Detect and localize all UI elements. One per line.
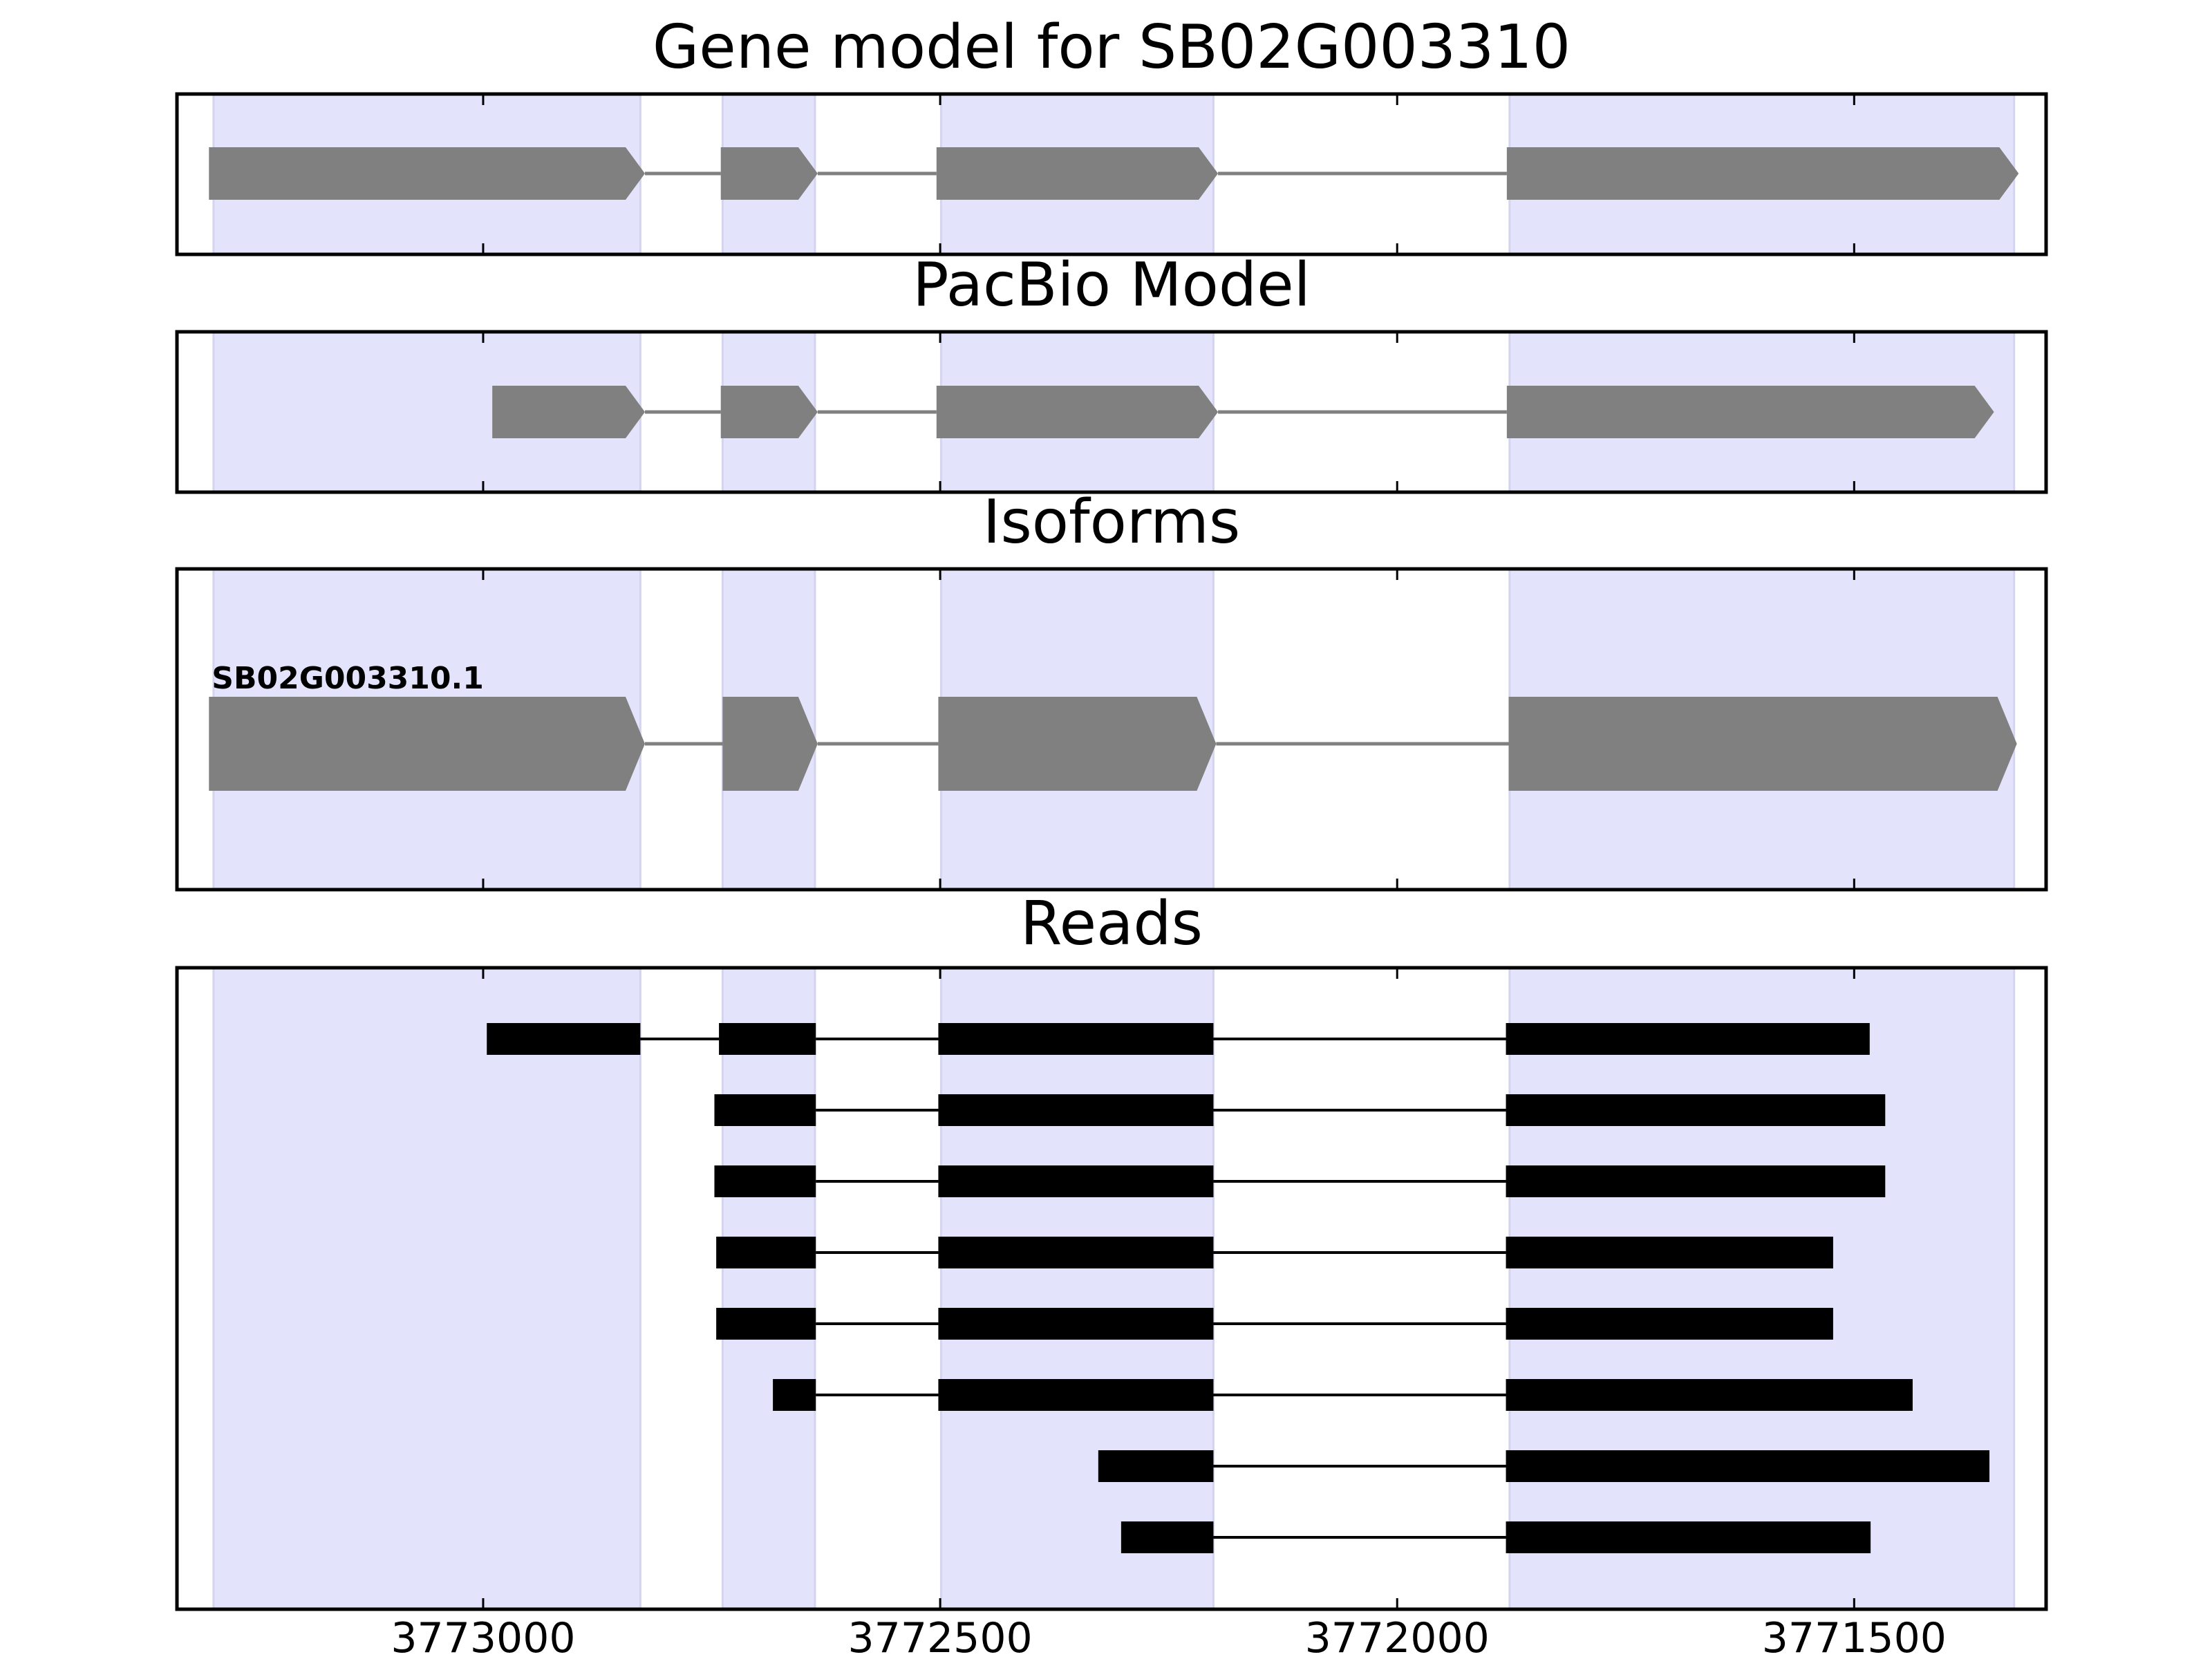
exon-region-band [939,966,1215,1611]
read-3 [714,1165,1886,1197]
exon-arrow [209,697,645,791]
read-block [938,1379,1214,1411]
read-block [1121,1521,1214,1553]
isoform-label: SB02G003310.1 [212,661,484,696]
exon-arrow [1508,697,2017,791]
read-2 [714,1094,1886,1126]
exon-arrow [492,386,645,438]
read-block [714,1165,816,1197]
read-8 [1121,1521,1871,1553]
exon-arrow [936,147,1219,200]
read-block [1098,1450,1214,1482]
read-block [487,1023,641,1055]
read-block [938,1165,1214,1197]
exon-arrow [720,147,818,200]
exon-arrow [209,147,645,200]
panel-title: Isoforms [983,487,1240,557]
exon-region-band [212,966,641,1611]
panel-frame [175,966,2048,1611]
x-tick-label: 3772500 [847,1614,1032,1659]
panel-pacbio: PacBio Model [175,250,2048,494]
read-block [1506,1308,1833,1340]
read-5 [716,1308,1833,1340]
read-block [719,1023,816,1055]
exon-arrow [936,386,1219,438]
read-block [1506,1237,1833,1268]
read-block [1506,1165,1886,1197]
read-block [1506,1379,1913,1411]
exon-region-band [721,966,816,1611]
panel-reads: Reads 3773000 3772500 3772000 3771500 [175,888,2048,1659]
x-tick-label: 3772000 [1305,1614,1490,1659]
panel-title: Gene model for SB02G003310 [653,12,1571,82]
panel-title: PacBio Model [912,250,1311,320]
exon-arrow [1506,386,1994,438]
exon-arrow [938,697,1217,791]
panel-title: Reads [1020,888,1203,959]
panel-frame [175,330,2048,494]
exon-arrow [722,697,818,791]
read-7 [1098,1450,1990,1482]
read-4 [716,1237,1833,1268]
read-block [716,1308,816,1340]
panel-isoforms: Isoforms SB02G003310.1 [175,487,2048,892]
read-block [938,1308,1214,1340]
read-block [1506,1450,1990,1482]
read-1 [487,1023,1870,1055]
read-block [1506,1521,1871,1553]
exon-region-band [1508,966,2016,1611]
read-block [938,1237,1214,1268]
read-block [1506,1023,1870,1055]
exon-arrow [720,386,818,438]
panel-gene_model: Gene model for SB02G003310 [175,12,2048,256]
read-block [714,1094,816,1126]
x-tick-label: 3771500 [1762,1614,1947,1659]
read-6 [773,1379,1913,1411]
x-tick-label: 3773000 [391,1614,575,1659]
panel-frame [175,92,2048,256]
read-block [773,1379,816,1411]
read-block [716,1237,816,1268]
read-block [1506,1094,1886,1126]
read-block [938,1023,1214,1055]
read-block [938,1094,1214,1126]
panel-frame [175,567,2048,892]
exon-arrow [1506,147,2019,200]
